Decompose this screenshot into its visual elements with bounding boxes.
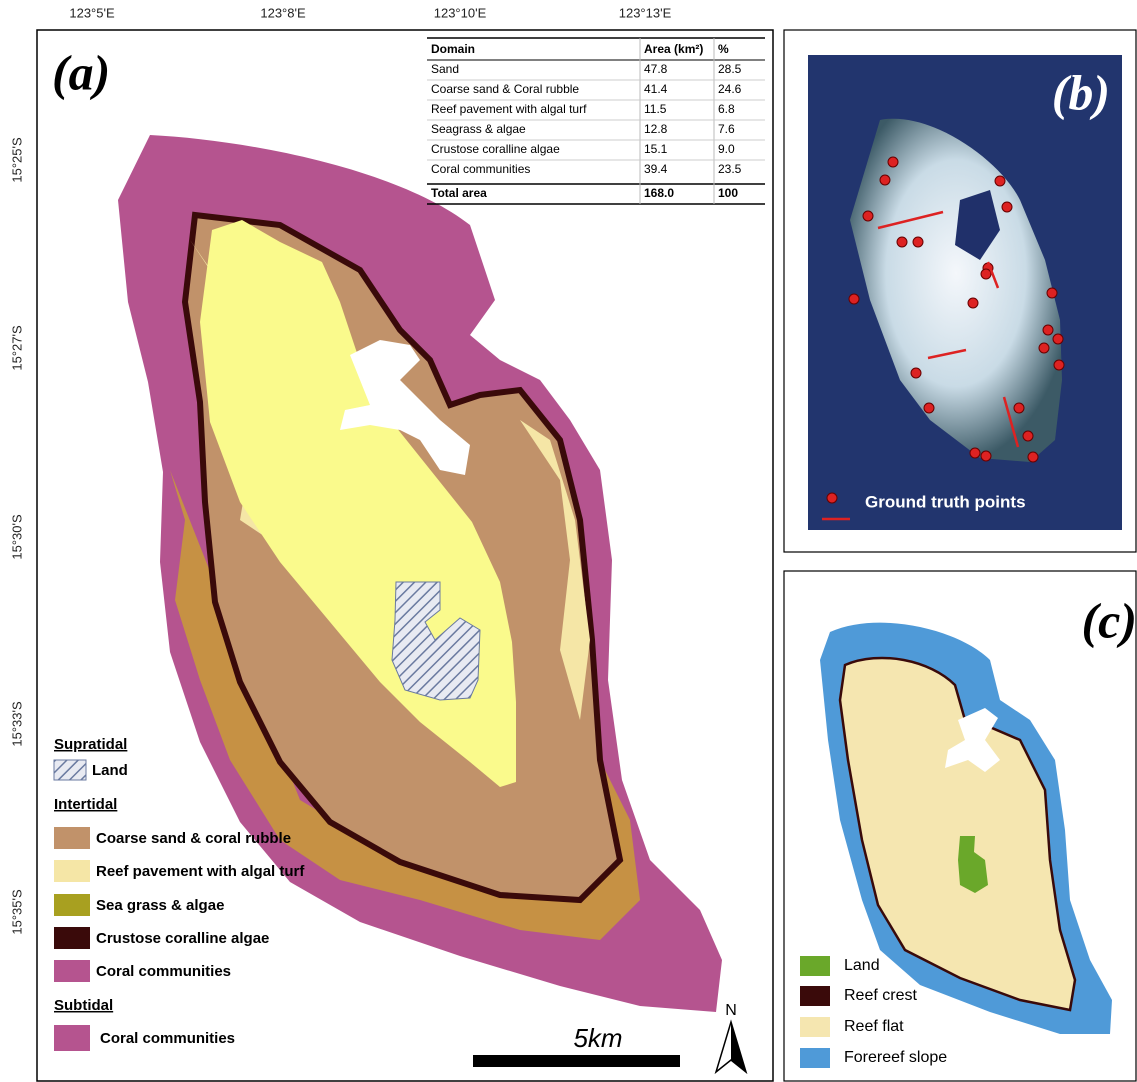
legend-label: Land	[92, 762, 128, 779]
table-cell: 11.5	[644, 102, 667, 116]
scale-label: 5km	[573, 1023, 622, 1053]
legend-label: Reef pavement with algal turf	[96, 863, 305, 880]
legend-label: Land	[844, 957, 880, 974]
table-cell: Coarse sand & Coral rubble	[431, 82, 579, 96]
legend-label: Crustose coralline algae	[96, 930, 269, 947]
table-cell: 7.6	[718, 122, 735, 136]
legend-swatch	[800, 986, 830, 1006]
legend-swatch	[800, 1048, 830, 1068]
longitude-label: 123°10'E	[434, 5, 487, 20]
table-cell: 28.5	[718, 62, 742, 76]
table-cell: Seagrass & algae	[431, 122, 526, 136]
panel-b: Ground truth points (b)	[784, 30, 1136, 552]
table-cell: 12.8	[644, 122, 668, 136]
table-cell: 15.1	[644, 142, 668, 156]
legend-label: Coral communities	[96, 963, 231, 980]
latitude-label: 15°30'S	[9, 514, 24, 560]
table-header: Domain	[431, 42, 475, 56]
legend-group-title: Supratidal	[54, 736, 127, 753]
longitude-label: 123°8'E	[260, 5, 306, 20]
longitude-label: 123°5'E	[69, 5, 115, 20]
table-total: 100	[718, 186, 738, 200]
table-header: Area (km²)	[644, 42, 703, 56]
panel-label: (a)	[52, 44, 110, 100]
legend-swatch	[54, 760, 86, 780]
longitude-label: 123°13'E	[619, 5, 672, 20]
legend-swatch	[54, 860, 90, 882]
legend-label: Sea grass & algae	[96, 897, 224, 914]
legend-label: Reef crest	[844, 987, 917, 1004]
table-cell: Reef pavement with algal turf	[431, 102, 587, 116]
legend-swatch	[54, 894, 90, 916]
legend-group-title: Intertidal	[54, 796, 117, 813]
latitude-label: 15°25'S	[9, 137, 24, 183]
legend-swatch	[54, 960, 90, 982]
table-cell: 39.4	[644, 162, 668, 176]
table-cell: 41.4	[644, 82, 668, 96]
panel-c: Land Reef crest Reef flat Forereef slope…	[784, 571, 1137, 1081]
table-cell: 23.5	[718, 162, 742, 176]
table-total: Total area	[431, 186, 487, 200]
figure: 123°5'E 123°8'E 123°10'E 123°13'E 15°25'…	[0, 0, 1137, 1082]
legend-label: Ground truth points	[865, 492, 1026, 511]
legend-label: Coarse sand & coral rubble	[96, 830, 291, 847]
panel-label: (b)	[1052, 64, 1110, 120]
legend-swatch	[54, 827, 90, 849]
latitude-label: 15°33'S	[9, 701, 24, 747]
panel-a: 123°5'E 123°8'E 123°10'E 123°13'E 15°25'…	[9, 5, 773, 1081]
legend-label: Forereef slope	[844, 1049, 947, 1066]
legend-swatch	[800, 1017, 830, 1037]
table-cell: 47.8	[644, 62, 668, 76]
north-label: N	[725, 1002, 737, 1019]
table-cell: 24.6	[718, 82, 742, 96]
table-header: %	[718, 42, 729, 56]
table-cell: 6.8	[718, 102, 735, 116]
table-cell: Crustose coralline algae	[431, 142, 560, 156]
legend-swatch	[54, 1025, 90, 1051]
legend-label: Coral communities	[100, 1030, 235, 1047]
latitude-label: 15°35'S	[9, 889, 24, 935]
legend-label: Reef flat	[844, 1018, 904, 1035]
table-total: 168.0	[644, 186, 674, 200]
legend-group-title: Subtidal	[54, 997, 113, 1014]
panel-label: (c)	[1082, 592, 1137, 648]
table-cell: Sand	[431, 62, 459, 76]
legend-swatch	[800, 956, 830, 976]
table-cell: 9.0	[718, 142, 735, 156]
legend-swatch	[54, 927, 90, 949]
latitude-label: 15°27'S	[9, 325, 24, 371]
table-cell: Coral communities	[431, 162, 530, 176]
